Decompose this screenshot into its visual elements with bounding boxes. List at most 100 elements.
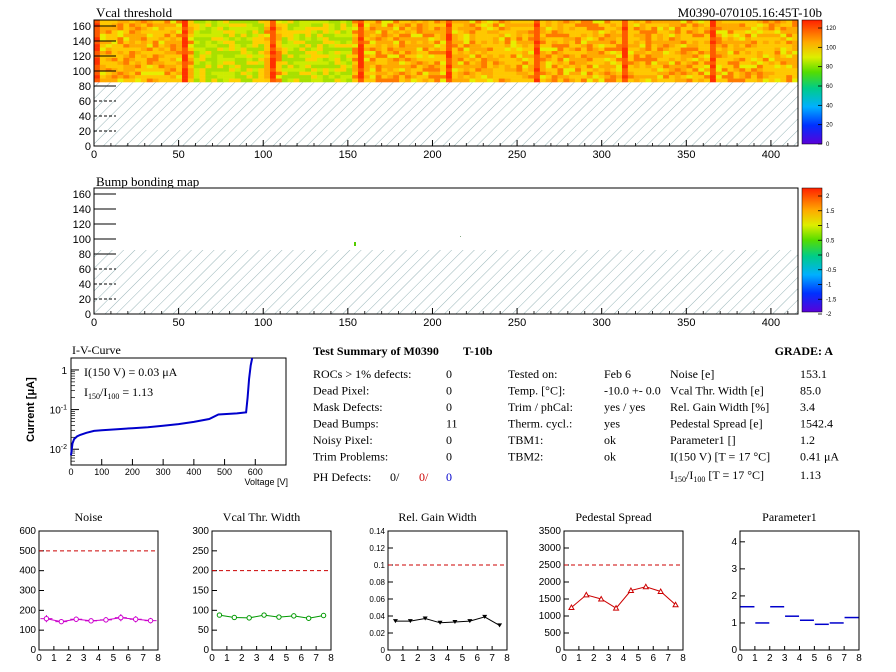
vcal-map-cell xyxy=(733,44,740,48)
vcal-map-cell xyxy=(234,47,241,52)
vcal-map-cell xyxy=(293,23,300,28)
vcal-map-cell xyxy=(187,64,195,69)
vcal-map-cell xyxy=(346,23,353,28)
vcal-map-cell xyxy=(446,40,453,45)
vcal-map-cell xyxy=(270,71,277,76)
vcal-map-cell xyxy=(358,44,365,48)
vcal-map-cell xyxy=(316,40,324,45)
vcal-map-cell xyxy=(792,51,799,55)
condition-label: Temp. [°C]: xyxy=(508,384,565,398)
vcal-map-cell xyxy=(199,23,206,28)
vcal-map-cell xyxy=(440,64,447,69)
vcal-map-cell xyxy=(721,61,728,66)
vcal-map-cell xyxy=(645,75,652,79)
gain-width-point xyxy=(452,619,458,624)
vcal-map-cell xyxy=(680,23,687,28)
vcal-map-cell xyxy=(451,54,459,59)
vcal-map-cell xyxy=(358,23,365,28)
vcal-map-cell xyxy=(657,54,664,59)
vcal-map-cell xyxy=(792,71,799,76)
vcal-map-cell xyxy=(234,30,241,35)
vcal-map-cell xyxy=(193,57,200,62)
vcal-map-cell xyxy=(123,75,130,79)
vcal-map-cell xyxy=(105,75,112,79)
vcal-map-cell xyxy=(610,54,617,59)
vcal-map-cell xyxy=(774,54,781,59)
vcal-map-cell xyxy=(299,75,306,79)
vcal-map-cell xyxy=(129,71,136,76)
vcal-map-cell xyxy=(674,37,681,41)
vcal-map-cell xyxy=(569,23,576,28)
vcal-map-cell xyxy=(745,68,752,72)
vcal-map-cell xyxy=(305,20,312,24)
vcal-map-cell xyxy=(610,78,617,83)
vcal-map-cell xyxy=(610,57,617,62)
vcal-map-cell xyxy=(522,20,529,24)
vcal-map-cell xyxy=(305,51,312,55)
vcal-map-cell xyxy=(780,61,787,66)
vcal-map-cell xyxy=(762,47,769,52)
x-tick-label: 6 xyxy=(474,653,480,664)
vcal-map-cell xyxy=(733,57,740,62)
vcal-map-cell xyxy=(575,20,582,24)
vcal-map-cell xyxy=(698,51,705,55)
vcal-map-cell xyxy=(492,40,500,45)
vcal-map-cell xyxy=(322,57,329,62)
vcal-map-cell xyxy=(187,33,195,38)
vcal-map-cell xyxy=(487,44,494,48)
vcal-map-cell xyxy=(751,47,758,52)
vcal-map-cell xyxy=(352,64,359,69)
vcal-map-cell xyxy=(146,20,153,24)
vcal-map-cell xyxy=(786,57,793,62)
vcal-map-cell xyxy=(381,47,388,52)
vcal-map-cell xyxy=(146,57,153,62)
vcal-map-cell xyxy=(246,57,253,62)
vcal-map-cell xyxy=(170,78,177,83)
vcal-map-cell xyxy=(539,51,547,55)
vcal-map-cell xyxy=(340,68,347,72)
vcal-map-cell xyxy=(492,44,500,48)
vcal-map-cell xyxy=(369,68,376,72)
vcal-map-cell xyxy=(387,30,394,35)
vcal-map-cell xyxy=(739,51,746,55)
vcal-map-cell xyxy=(299,44,306,48)
vcal-map-cell xyxy=(146,33,153,38)
vcal-map-cell xyxy=(528,57,535,62)
vcal-map-cell xyxy=(434,64,441,69)
defect-label: Dead Bumps: xyxy=(313,417,379,431)
vcal-map-cell xyxy=(94,26,101,31)
vcal-map-cell xyxy=(358,68,365,72)
vcal-map-cell xyxy=(487,68,494,72)
vcal-map-cell xyxy=(528,44,535,48)
vcal-map-cell xyxy=(686,26,693,31)
vcal-map-cell xyxy=(451,47,459,52)
vcal-map-cell xyxy=(94,37,101,41)
vcal-map-cell xyxy=(680,54,687,59)
vcal-map-cell xyxy=(399,51,406,55)
vcal-map-cell xyxy=(340,30,347,35)
vcal-map-cell xyxy=(387,75,394,79)
vcal-map-cell xyxy=(698,61,705,66)
vcal-map-cell xyxy=(205,78,212,83)
vcal-map-cell xyxy=(580,75,588,79)
vcal-map-cell xyxy=(545,57,552,62)
vcal-map-cell xyxy=(721,78,728,83)
condition-label: Tested on: xyxy=(508,367,557,381)
vcal-map-cell xyxy=(657,30,664,35)
vcal-map-cell xyxy=(123,26,130,31)
vcal-map-cell xyxy=(727,78,734,83)
vcal-map-cell xyxy=(105,23,112,28)
vcal-map-cell xyxy=(557,26,564,31)
vcal-map-cell xyxy=(657,68,664,72)
x-tick-label: 6 xyxy=(650,653,656,664)
vcal-map-cell xyxy=(381,26,388,31)
vcal-map-cell xyxy=(381,51,388,55)
vcal-map-cell xyxy=(328,20,335,24)
vcal-map-cell xyxy=(340,57,347,62)
vcal-map-cell xyxy=(616,78,623,83)
vcal-map-cell xyxy=(756,20,764,24)
vcal-map-cell xyxy=(774,30,781,35)
vcal-map-cell xyxy=(727,37,734,41)
gain-width-frame xyxy=(387,530,508,651)
map-x-tick-label: 100 xyxy=(254,149,272,161)
